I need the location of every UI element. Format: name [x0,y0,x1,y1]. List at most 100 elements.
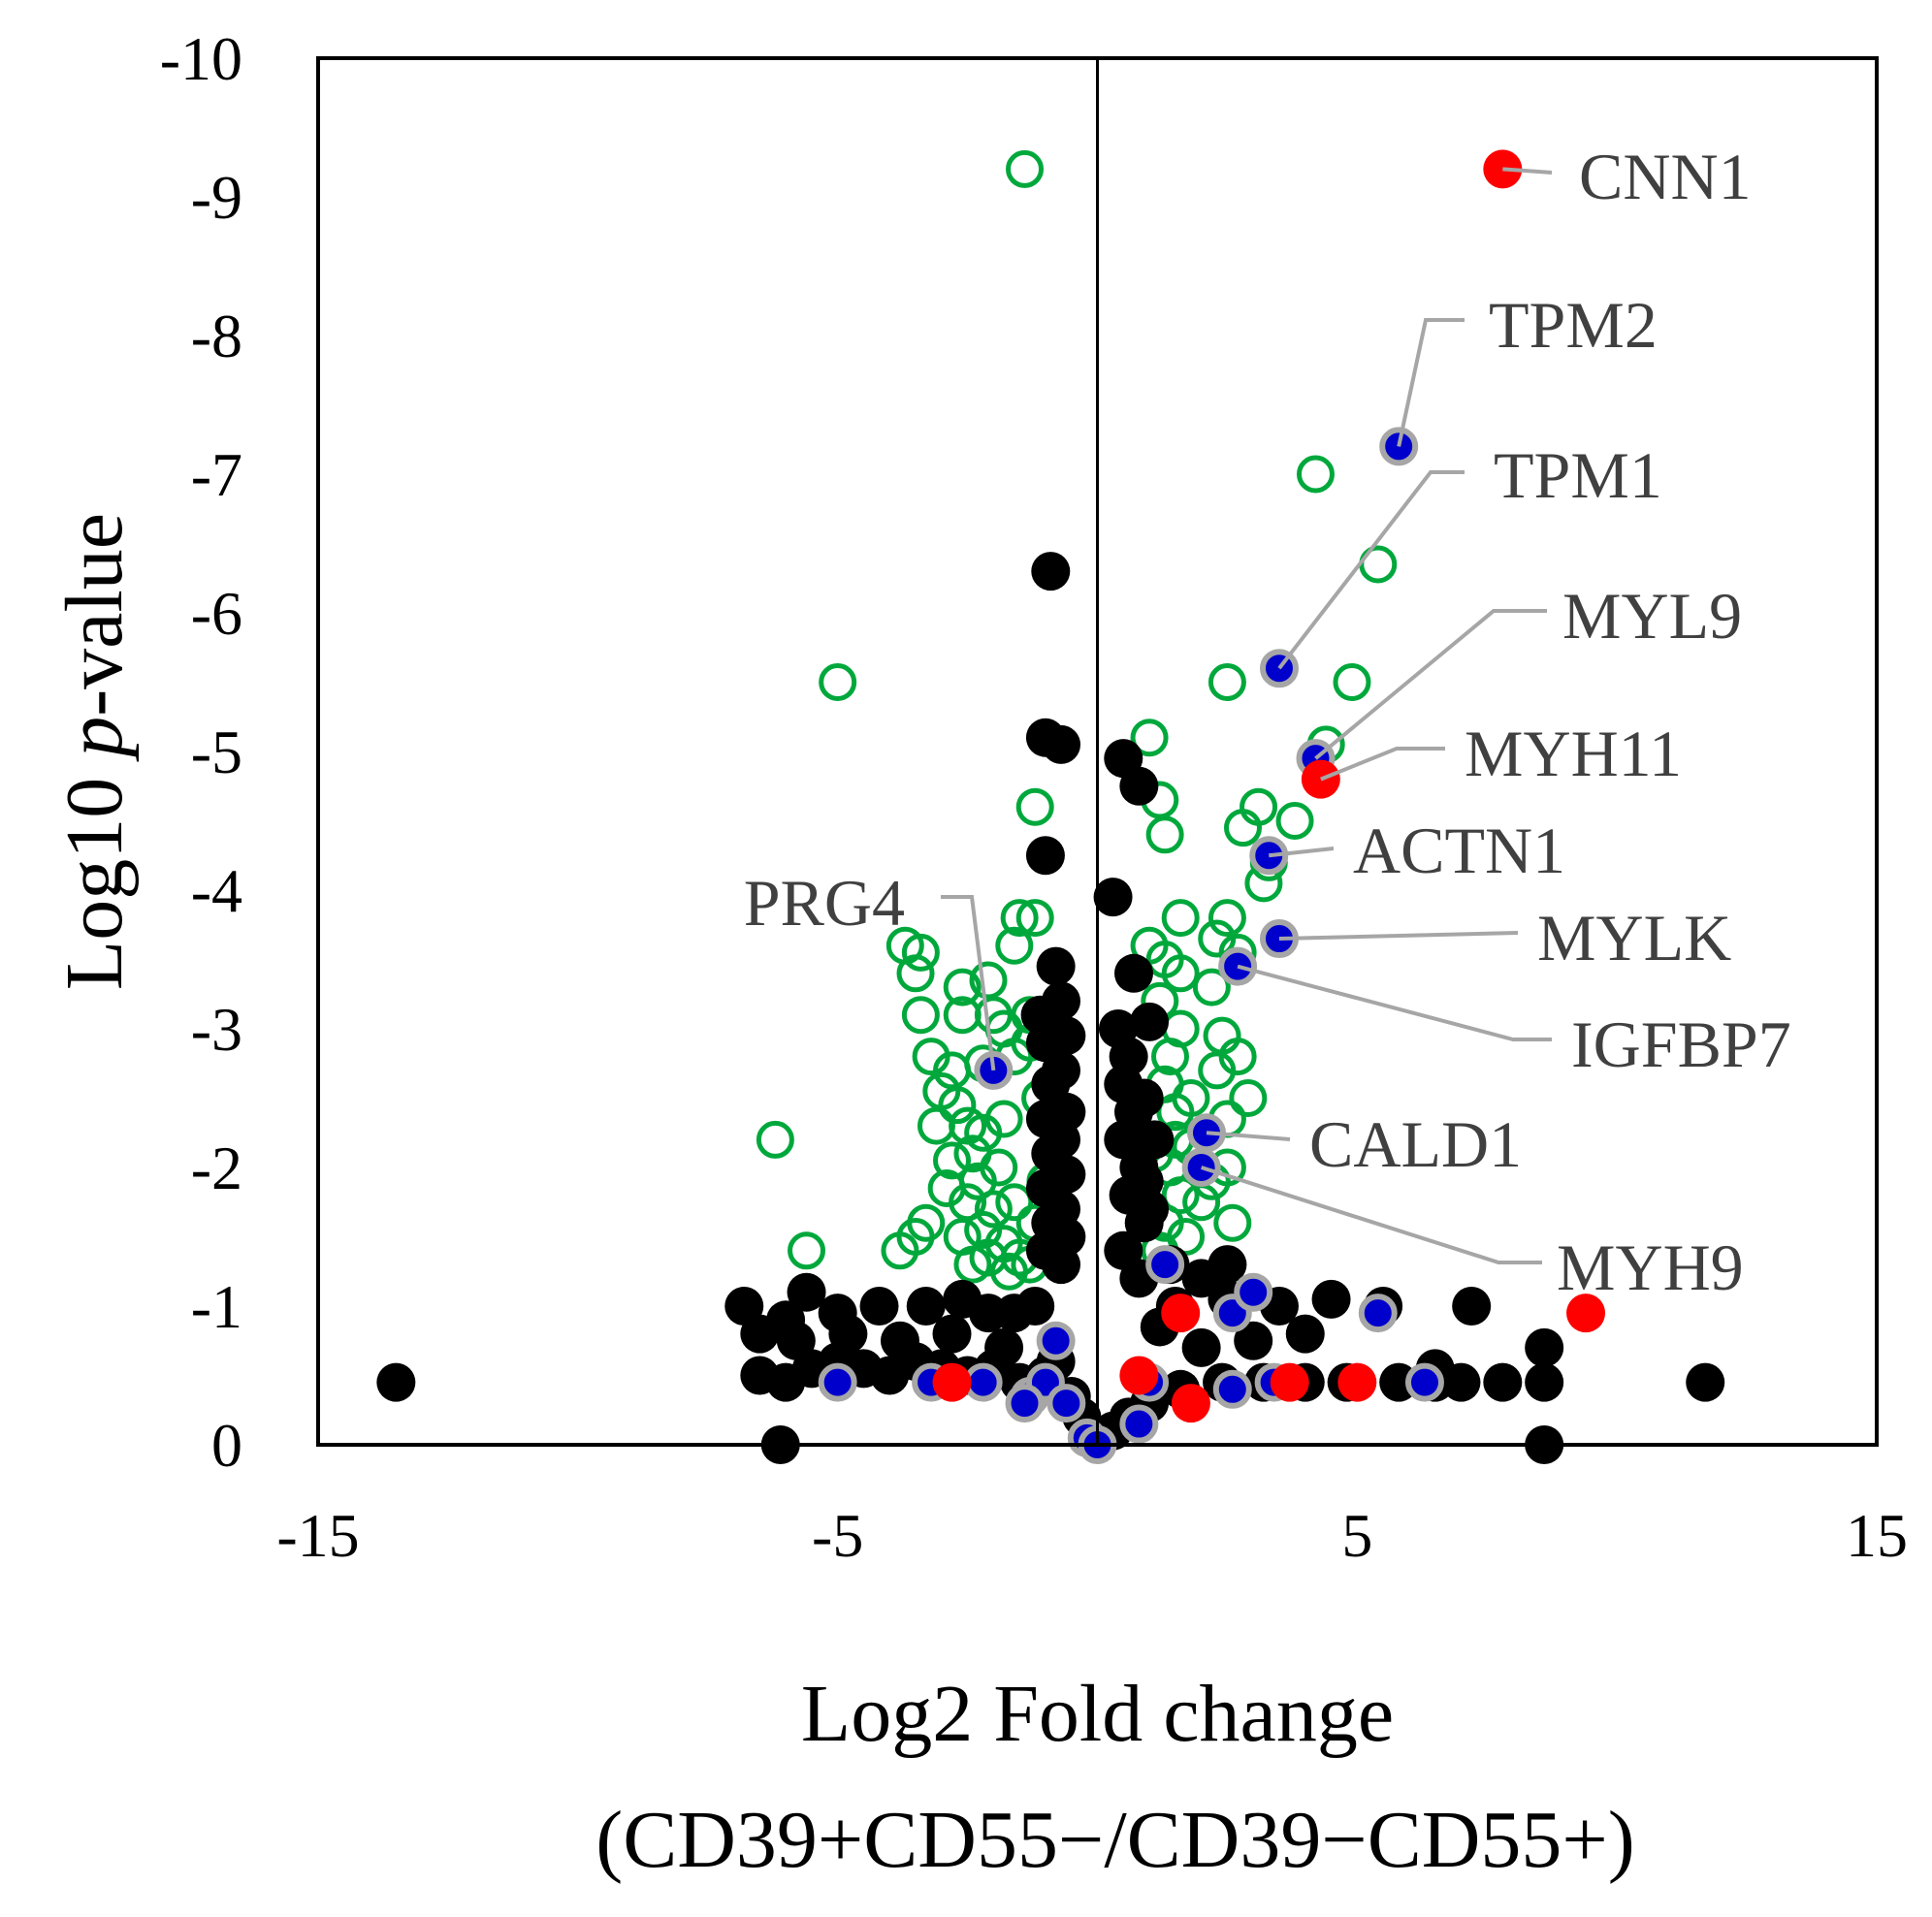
y-tick-label: -3 [191,995,242,1064]
leader-line [1278,931,1519,942]
data-point-open-green [989,1252,1028,1291]
data-point-filled-black [1686,1362,1725,1402]
gene-label: PRG4 [744,866,905,940]
data-point-filled-black [1046,1155,1086,1195]
data-point-open-green [1161,1176,1200,1215]
data-point-blue-ringed [1404,1362,1444,1402]
y-tick-label: -4 [191,856,242,925]
leader-line [1502,167,1553,175]
data-point-open-green [1182,1183,1221,1222]
data-point-filled-black [1025,836,1065,876]
data-point-open-green [1198,1051,1237,1090]
data-point-open-green [896,954,935,993]
data-point-blue-ringed [963,1362,1003,1402]
data-point-blue-ringed [1234,1272,1273,1312]
gene-annotations: CNN1 TPM2 TPM1 MYL9 MYH11 ACTN1 PRG4 MYLK IGFBP7… [744,140,1791,1304]
points-layer [376,149,1725,1464]
data-point-red [1270,1362,1309,1402]
x-axis-title-line1: Log2 Fold change [801,1669,1394,1759]
data-point-filled-black [1181,1327,1221,1367]
gene-label: MYH9 [1557,1230,1744,1304]
data-point-open-green [756,1120,794,1159]
data-point-red [1119,1356,1159,1395]
data-point-filled-black [880,1321,919,1360]
data-point-filled-black [1525,1362,1564,1402]
gene-label: ACTN1 [1353,814,1565,887]
data-point-open-green [1208,899,1246,938]
data-point-open-green [974,1190,1013,1229]
data-point-open-green [901,933,940,972]
data-point-filled-black [1452,1287,1492,1326]
data-point-open-green [995,926,1034,965]
data-point-open-green [1145,815,1184,854]
data-point-blue-ringed [1358,1294,1398,1333]
data-point-open-green [938,1086,977,1125]
leader-line [1397,318,1465,447]
data-point-blue-ringed [818,1362,857,1402]
y-axis-title-suffix: -value [49,513,140,717]
data-point-filled-black [1311,1279,1351,1319]
data-point-filled-black [1483,1362,1523,1402]
data-point-open-green [1161,899,1200,938]
x-axis-ticks: -15 -5 5 15 [276,1501,1908,1570]
gene-label: CALD1 [1309,1107,1522,1181]
data-point-red [1566,1294,1606,1333]
data-point-open-green [1223,809,1262,847]
data-point-filled-black [859,1287,899,1326]
data-point-filled-black [828,1314,868,1354]
leader-line [1206,1131,1291,1141]
data-point-open-green [1333,663,1371,701]
x-tick-label: 15 [1846,1501,1908,1570]
data-point-open-green [917,1106,955,1145]
data-point-filled-black [1130,1002,1170,1041]
data-point-filled-black [1181,1259,1221,1298]
data-point-open-green [1213,1203,1252,1242]
gene-label: MYLK [1537,901,1731,974]
gene-label: CNN1 [1579,140,1752,213]
data-point-open-green [1130,719,1169,757]
y-tick-label: -7 [191,440,242,509]
data-point-filled-black [1135,1120,1175,1160]
data-point-filled-black [1042,724,1081,764]
data-point-red [932,1362,972,1402]
data-point-filled-black [1031,552,1071,591]
data-point-open-green [1156,1093,1195,1132]
gene-label: MYL9 [1562,579,1742,653]
y-axis-ticks: 0 -1 -2 -3 -4 -5 -6 -7 -8 -9 -10 [160,24,242,1480]
data-point-filled-black [1042,1050,1081,1090]
data-point-filled-black [776,1321,816,1360]
data-point-filled-black [906,1287,946,1326]
data-point-open-green [984,1100,1023,1138]
data-point-open-green [881,1231,919,1270]
data-point-filled-black [1015,1287,1055,1326]
data-point-blue-ringed [1046,1384,1086,1423]
data-point-filled-black [1525,1327,1564,1367]
leader-line [1314,609,1547,760]
leader-line [1277,470,1465,670]
data-point-filled-black [787,1272,826,1312]
y-axis-title-italic: p [49,717,140,762]
y-tick-label: 0 [211,1411,242,1480]
data-point-open-green [1000,899,1039,938]
data-point-filled-black [1285,1314,1325,1354]
gene-label: TPM2 [1489,288,1658,362]
y-axis-title: Log10 p-value [49,513,140,990]
data-point-filled-black [1036,946,1076,986]
data-point-blue-ringed [974,1050,1014,1090]
data-point-filled-black [376,1362,416,1402]
data-point-open-green [1192,968,1231,1006]
data-point-red [1337,1362,1377,1402]
data-point-open-green [943,968,982,1006]
gene-label: MYH11 [1465,717,1682,790]
data-point-open-green [1275,802,1314,840]
data-point-open-green [969,961,1008,1000]
y-tick-label: -8 [191,302,242,370]
y-tick-label: -10 [160,24,242,93]
data-point-filled-black [1119,766,1159,806]
data-point-open-green [901,996,940,1035]
data-point-filled-black [1093,878,1133,917]
leader-line [1201,1166,1542,1264]
data-point-blue-ringed [1119,1404,1159,1444]
